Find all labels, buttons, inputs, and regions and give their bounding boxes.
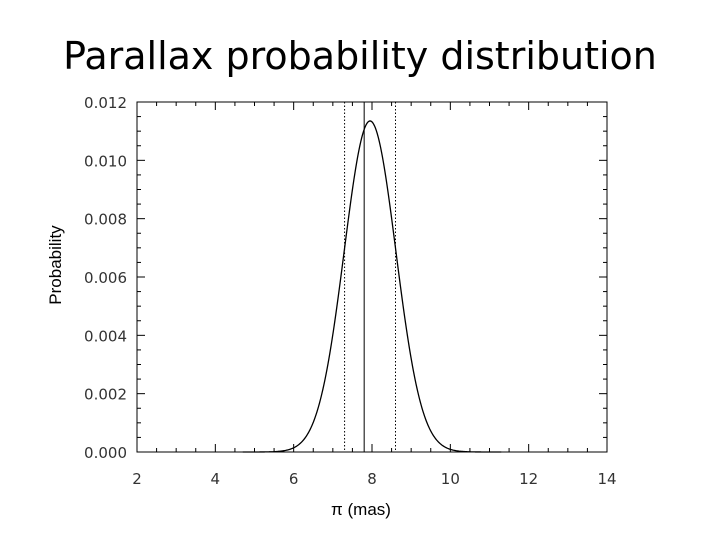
y-tick-label: 0.010 [84, 152, 127, 170]
x-axis-label: π (mas) [331, 500, 391, 519]
x-tick-label: 14 [597, 470, 616, 488]
x-tick-label: 4 [211, 470, 221, 488]
chart-title: Parallax probability distribution [63, 34, 657, 78]
y-tick-label: 0.002 [84, 386, 127, 404]
probability-curve [242, 120, 502, 453]
x-tick-label: 8 [367, 470, 377, 488]
y-tick-label: 0.000 [84, 444, 127, 462]
x-tick-label: 10 [441, 470, 460, 488]
x-tick-label: 2 [132, 470, 142, 488]
x-tick-label: 12 [519, 470, 538, 488]
marker-lines [344, 102, 396, 452]
axis-ticks [136, 101, 608, 453]
y-tick-label: 0.012 [84, 94, 127, 112]
plot-frame [136, 101, 608, 453]
y-tick-label: 0.006 [84, 269, 127, 287]
y-tick-label: 0.008 [84, 211, 127, 229]
y-tick-label: 0.004 [84, 327, 127, 345]
x-tick-label: 6 [289, 470, 299, 488]
tick-labels: 2 4 6 8 10 12 14 0.000 0.002 0.004 0.006 0.008 0.010… [84, 94, 617, 488]
